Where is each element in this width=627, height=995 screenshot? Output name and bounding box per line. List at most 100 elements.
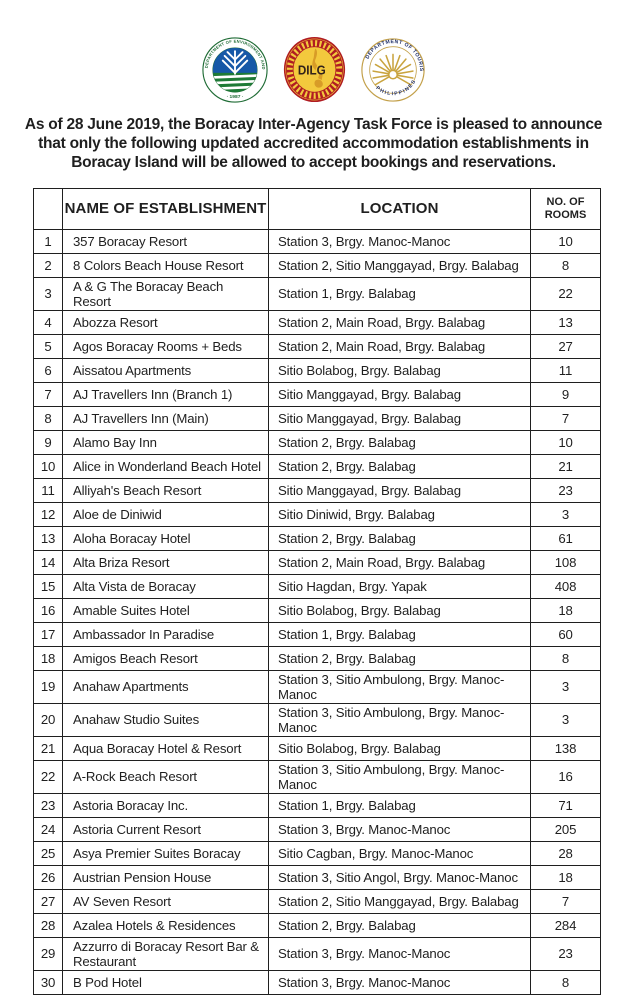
room-count: 3: [530, 669, 601, 704]
establishment-location: Station 1, Brgy. Balabag: [268, 276, 531, 311]
establishment-location: Station 2, Brgy. Balabag: [268, 453, 531, 479]
row-number: 23: [33, 792, 63, 818]
room-count: 16: [530, 759, 601, 794]
room-count: 108: [530, 549, 601, 575]
table-row: 12 Aloe de Diniwid Sitio Diniwid, Brgy. Ba…: [33, 501, 601, 527]
room-count: 61: [530, 525, 601, 551]
table-row: 23 Astoria Boracay Inc. Station 1, Brgy. B…: [33, 792, 601, 818]
establishment-location: Station 3, Brgy. Manoc-Manoc: [268, 228, 531, 254]
room-count: 7: [530, 888, 601, 914]
establishment-name: Astoria Current Resort: [62, 816, 269, 842]
dilg-acronym-text: DILG: [298, 63, 326, 77]
announcement-text: As of 28 June 2019, the Boracay Inter-Ag…: [24, 116, 603, 172]
room-count: 23: [530, 477, 601, 503]
establishment-location: Station 3, Sitio Angol, Brgy. Manoc-Mano…: [268, 864, 531, 890]
establishment-name: Alta Vista de Boracay: [62, 573, 269, 599]
table-row: 15 Alta Vista de Boracay Sitio Hagdan, Brg…: [33, 573, 601, 599]
room-count: 284: [530, 912, 601, 938]
table-row: 9 Alamo Bay Inn Station 2, Brgy. Balabag 10: [33, 429, 601, 455]
header-establishment-name: NAME OF ESTABLISHMENT: [62, 187, 269, 230]
row-number: 7: [33, 381, 63, 407]
establishment-name: A & G The Boracay Beach Resort: [62, 276, 269, 311]
room-count: 7: [530, 405, 601, 431]
establishment-name: Azzurro di Boracay Resort Bar & Restaura…: [62, 936, 269, 971]
establishment-name: Alice in Wonderland Beach Hotel: [62, 453, 269, 479]
establishment-name: Aloe de Diniwid: [62, 501, 269, 527]
establishment-location: Station 2, Brgy. Balabag: [268, 645, 531, 671]
table-row: 17 Ambassador In Paradise Station 1, Brgy.…: [33, 621, 601, 647]
establishment-location: Station 1, Brgy. Balabag: [268, 792, 531, 818]
establishment-location: Station 1, Brgy. Balabag: [268, 621, 531, 647]
row-number: 20: [33, 702, 63, 737]
establishment-name: AJ Travellers Inn (Main): [62, 405, 269, 431]
establishment-location: Station 3, Brgy. Manoc-Manoc: [268, 969, 531, 995]
table-row: 28 Azalea Hotels & Residences Station 2, B…: [33, 912, 601, 938]
table-body: 1 357 Boracay Resort Station 3, Brgy. Mano…: [33, 228, 601, 995]
table-row: 1 357 Boracay Resort Station 3, Brgy. Mano…: [33, 228, 601, 254]
philippine-map-icon: [312, 48, 323, 88]
establishment-location: Station 2, Main Road, Brgy. Balabag: [268, 333, 531, 359]
row-number: 8: [33, 405, 63, 431]
denr-tree-icon: [221, 49, 249, 75]
row-number: 28: [33, 912, 63, 938]
accreditation-table: NAME OF ESTABLISHMENT LOCATION NO. OF RO…: [33, 187, 601, 995]
establishment-location: Station 2, Main Road, Brgy. Balabag: [268, 309, 531, 335]
dilg-logo-icon: DILG: [283, 36, 346, 103]
establishment-location: Sitio Diniwid, Brgy. Balabag: [268, 501, 531, 527]
establishment-name: Alamo Bay Inn: [62, 429, 269, 455]
establishment-name: Anahaw Apartments: [62, 669, 269, 704]
row-number: 3: [33, 276, 63, 311]
room-count: 27: [530, 333, 601, 359]
establishment-location: Station 3, Sitio Ambulong, Brgy. Manoc-M…: [268, 759, 531, 794]
row-number: 19: [33, 669, 63, 704]
room-count: 18: [530, 864, 601, 890]
table-row: 16 Amable Suites Hotel Sitio Bolabog, Brgy…: [33, 597, 601, 623]
row-number: 18: [33, 645, 63, 671]
row-number: 9: [33, 429, 63, 455]
dot-logo-icon: DEPARTMENT OF TOURISM PHILIPPINES: [361, 38, 425, 102]
table-row: 24 Astoria Current Resort Station 3, Brgy.…: [33, 816, 601, 842]
table-row: 5 Agos Boracay Rooms + Beds Station 2, Mai…: [33, 333, 601, 359]
table-row: 4 Abozza Resort Station 2, Main Road, Brgy…: [33, 309, 601, 335]
establishment-name: Anahaw Studio Suites: [62, 702, 269, 737]
establishment-name: B Pod Hotel: [62, 969, 269, 995]
establishment-name: Ambassador In Paradise: [62, 621, 269, 647]
establishment-location: Station 3, Brgy. Manoc-Manoc: [268, 936, 531, 971]
establishment-name: Agos Boracay Rooms + Beds: [62, 333, 269, 359]
establishment-name: Aqua Boracay Hotel & Resort: [62, 735, 269, 761]
establishment-location: Station 2, Brgy. Balabag: [268, 525, 531, 551]
establishment-name: Aloha Boracay Hotel: [62, 525, 269, 551]
table-row: 8 AJ Travellers Inn (Main) Sitio Manggayad…: [33, 405, 601, 431]
row-number: 15: [33, 573, 63, 599]
header-index: [33, 187, 63, 230]
row-number: 25: [33, 840, 63, 866]
establishment-name: Amable Suites Hotel: [62, 597, 269, 623]
room-count: 3: [530, 702, 601, 737]
room-count: 8: [530, 969, 601, 995]
row-number: 27: [33, 888, 63, 914]
row-number: 11: [33, 477, 63, 503]
establishment-location: Sitio Manggayad, Brgy. Balabag: [268, 477, 531, 503]
row-number: 24: [33, 816, 63, 842]
room-count: 9: [530, 381, 601, 407]
table-row: 30 B Pod Hotel Station 3, Brgy. Manoc-Mano…: [33, 969, 601, 995]
room-count: 28: [530, 840, 601, 866]
establishment-name: 8 Colors Beach House Resort: [62, 252, 269, 278]
table-row: 26 Austrian Pension House Station 3, Sitio…: [33, 864, 601, 890]
row-number: 4: [33, 309, 63, 335]
table-row: 20 Anahaw Studio Suites Station 3, Sitio A…: [33, 702, 601, 737]
row-number: 14: [33, 549, 63, 575]
row-number: 30: [33, 969, 63, 995]
table-row: 7 AJ Travellers Inn (Branch 1) Sitio Mangg…: [33, 381, 601, 407]
establishment-location: Sitio Manggayad, Brgy. Balabag: [268, 381, 531, 407]
establishment-location: Station 2, Brgy. Balabag: [268, 429, 531, 455]
header-room-count: NO. OF ROOMS: [530, 187, 601, 230]
establishment-location: Sitio Manggayad, Brgy. Balabag: [268, 405, 531, 431]
table-header-row: NAME OF ESTABLISHMENT LOCATION NO. OF RO…: [33, 187, 601, 230]
table-row: 21 Aqua Boracay Hotel & Resort Sitio Bolab…: [33, 735, 601, 761]
room-count: 8: [530, 252, 601, 278]
establishment-name: A-Rock Beach Resort: [62, 759, 269, 794]
room-count: 22: [530, 276, 601, 311]
row-number: 22: [33, 759, 63, 794]
